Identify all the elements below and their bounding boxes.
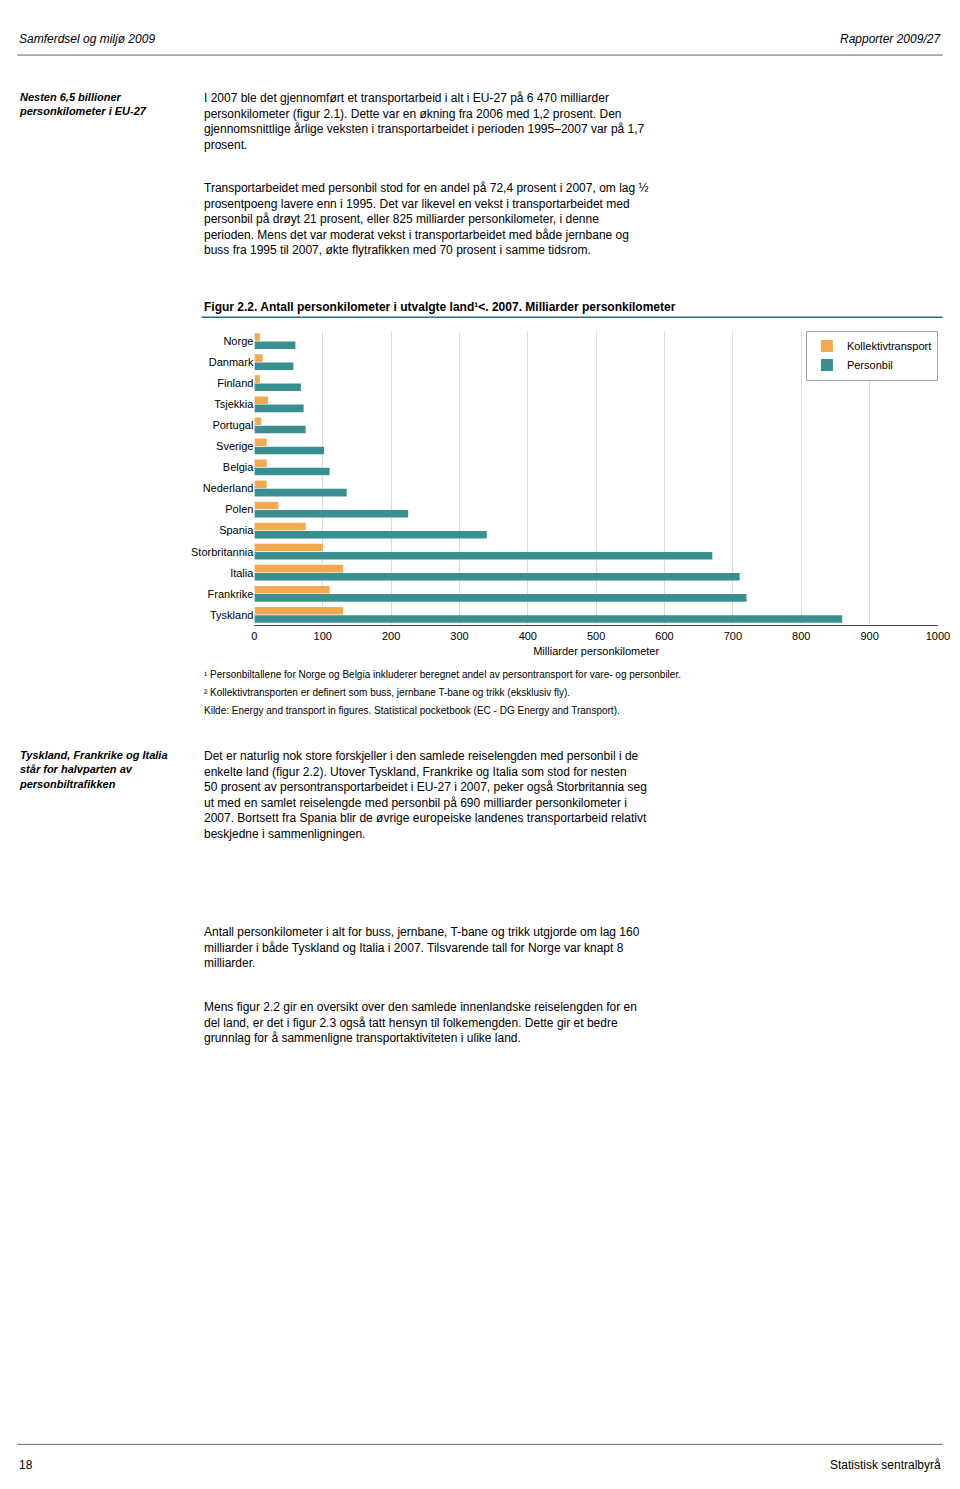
svg-text:Polen: Polen xyxy=(225,503,253,515)
svg-text:Nederland: Nederland xyxy=(203,482,254,494)
svg-text:Finland: Finland xyxy=(217,377,253,389)
svg-text:Statistisk sentralbyrå: Statistisk sentralbyrå xyxy=(830,1458,941,1472)
svg-text:Nesten 6,5 billionerpersonkilo: Nesten 6,5 billionerpersonkilometer i EU… xyxy=(19,91,147,117)
svg-text:Danmark: Danmark xyxy=(209,356,254,368)
svg-text:Mens figur 2.2 gir en oversikt: Mens figur 2.2 gir en oversikt over den … xyxy=(204,1000,637,1045)
svg-text:18: 18 xyxy=(19,1458,33,1472)
svg-text:Italia: Italia xyxy=(230,567,254,579)
svg-text:600: 600 xyxy=(655,630,673,642)
svg-text:300: 300 xyxy=(450,630,468,642)
svg-text:Kollektivtransport: Kollektivtransport xyxy=(847,340,931,352)
svg-text:Milliarder personkilometer: Milliarder personkilometer xyxy=(533,645,659,657)
svg-text:I 2007 ble det gjennomført et: I 2007 ble det gjennomført et transporta… xyxy=(204,91,645,152)
svg-text:400: 400 xyxy=(519,630,537,642)
svg-text:Tyskland: Tyskland xyxy=(210,609,253,621)
svg-text:700: 700 xyxy=(724,630,742,642)
svg-text:Frankrike: Frankrike xyxy=(208,588,254,600)
svg-text:1000: 1000 xyxy=(926,630,950,642)
svg-text:Figur 2.2. Antall personkilome: Figur 2.2. Antall personkilometer i utva… xyxy=(204,300,676,314)
svg-text:¹ Personbiltallene for Norge o: ¹ Personbiltallene for Norge og Belgia i… xyxy=(204,669,681,680)
svg-text:200: 200 xyxy=(382,630,400,642)
svg-text:100: 100 xyxy=(314,630,332,642)
svg-text:² Kollektivtransporten er defi: ² Kollektivtransporten er definert som b… xyxy=(204,687,570,698)
svg-text:Tsjekkia: Tsjekkia xyxy=(214,398,254,410)
svg-text:Kilde: Energy and transport in: Kilde: Energy and transport in figures. … xyxy=(204,705,620,716)
svg-text:Transportarbeidet med personbi: Transportarbeidet med personbil stod for… xyxy=(204,181,649,257)
svg-text:Spania: Spania xyxy=(219,524,254,536)
svg-text:Rapporter 2009/27: Rapporter 2009/27 xyxy=(840,32,941,46)
svg-text:Norge: Norge xyxy=(223,335,253,347)
svg-text:Storbritannia: Storbritannia xyxy=(191,546,254,558)
svg-text:800: 800 xyxy=(792,630,810,642)
svg-text:Sverige: Sverige xyxy=(216,440,253,452)
svg-text:Antall personkilometer i alt f: Antall personkilometer i alt for buss, j… xyxy=(204,925,640,970)
svg-text:Personbil: Personbil xyxy=(847,359,893,371)
svg-text:Samferdsel og miljø 2009: Samferdsel og miljø 2009 xyxy=(19,32,155,46)
svg-text:Det er naturlig nok store fors: Det er naturlig nok store forskjeller i … xyxy=(204,749,647,841)
svg-text:Portugal: Portugal xyxy=(212,419,253,431)
svg-text:Belgia: Belgia xyxy=(223,461,254,473)
svg-text:0: 0 xyxy=(251,630,257,642)
svg-text:900: 900 xyxy=(860,630,878,642)
svg-text:Tyskland, Frankrike og Italias: Tyskland, Frankrike og Italiastår for ha… xyxy=(19,749,168,790)
svg-text:500: 500 xyxy=(587,630,605,642)
